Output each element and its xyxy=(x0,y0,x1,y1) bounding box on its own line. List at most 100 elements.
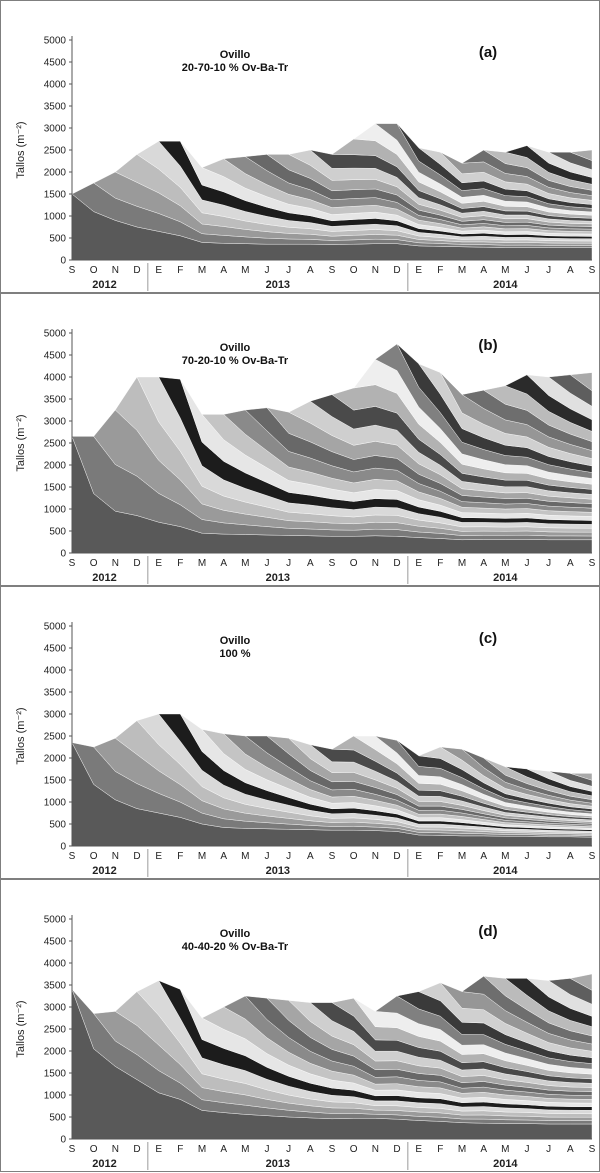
y-tick-label: 2000 xyxy=(44,461,67,472)
x-tick-label: A xyxy=(307,851,314,862)
panel-title-line1: Ovillo xyxy=(220,635,251,647)
y-tick-label: 2500 xyxy=(44,439,67,450)
area-layer xyxy=(570,773,593,781)
panel-title-line1: Ovillo xyxy=(220,49,251,61)
x-tick-label: S xyxy=(329,265,336,276)
year-label: 2013 xyxy=(266,279,290,291)
x-tick-label: A xyxy=(220,265,227,276)
chart-panel: 0 500 1000 1500 2000 2500 3000 3500 4000 4500 5000… xyxy=(0,0,600,293)
x-tick-label: M xyxy=(501,851,509,862)
y-tick-label: 4500 xyxy=(44,351,67,362)
y-tick-label: 3500 xyxy=(44,688,67,699)
x-tick-label: A xyxy=(307,265,314,276)
year-label: 2014 xyxy=(493,279,518,291)
x-tick-label: M xyxy=(198,851,206,862)
x-tick-label: O xyxy=(90,558,98,569)
x-tick-label: J xyxy=(265,851,270,862)
x-tick-label: A xyxy=(567,1144,574,1155)
x-tick-label: D xyxy=(393,1144,400,1155)
y-tick-label: 3000 xyxy=(44,710,67,721)
x-tick-label: S xyxy=(329,851,336,862)
x-tick-label: J xyxy=(525,1144,530,1155)
x-tick-label: J xyxy=(525,265,530,276)
panel-label: (b) xyxy=(478,337,497,354)
y-tick-label: 2500 xyxy=(44,146,67,157)
x-tick-label: F xyxy=(177,265,183,276)
y-tick-label: 1500 xyxy=(44,483,67,494)
x-tick-label: S xyxy=(329,1144,336,1155)
y-tick-label: 4500 xyxy=(44,937,67,948)
x-tick-label: S xyxy=(69,851,76,862)
y-tick-label: 2000 xyxy=(44,1047,67,1058)
x-tick-label: M xyxy=(198,1144,206,1155)
x-tick-label: A xyxy=(567,851,574,862)
y-tick-label: 500 xyxy=(49,820,66,831)
x-tick-label: O xyxy=(350,851,358,862)
area-layer xyxy=(548,978,593,1005)
x-tick-label: O xyxy=(90,1144,98,1155)
panel-title-line1: Ovillo xyxy=(220,342,251,354)
year-label: 2014 xyxy=(493,865,518,877)
x-tick-label: E xyxy=(415,851,422,862)
x-tick-label: M xyxy=(241,558,249,569)
y-tick-label: 1000 xyxy=(44,212,67,223)
x-tick-label: A xyxy=(220,851,227,862)
panel-title-line2: 20-70-10 % Ov-Ba-Tr xyxy=(182,62,289,74)
y-tick-label: 1500 xyxy=(44,1069,67,1080)
x-tick-label: S xyxy=(589,558,596,569)
x-tick-label: N xyxy=(372,851,379,862)
x-tick-label: M xyxy=(458,851,466,862)
x-tick-label: M xyxy=(501,1144,509,1155)
y-axis-title: Tallos (m⁻²) xyxy=(15,1000,27,1057)
x-tick-label: M xyxy=(458,1144,466,1155)
year-label: 2013 xyxy=(266,865,290,877)
x-tick-label: E xyxy=(415,1144,422,1155)
x-tick-label: D xyxy=(393,558,400,569)
panel-title-line2: 100 % xyxy=(219,648,250,660)
y-tick-label: 4000 xyxy=(44,80,67,91)
year-label: 2012 xyxy=(92,865,116,877)
y-tick-label: 3500 xyxy=(44,981,67,992)
y-tick-label: 4000 xyxy=(44,373,67,384)
year-label: 2013 xyxy=(266,1158,290,1170)
panel-label: (c) xyxy=(479,630,497,647)
x-tick-label: A xyxy=(307,558,314,569)
x-tick-label: D xyxy=(393,851,400,862)
y-tick-label: 5000 xyxy=(44,622,67,633)
x-tick-label: A xyxy=(480,558,487,569)
year-label: 2012 xyxy=(92,279,116,291)
x-tick-label: M xyxy=(198,265,206,276)
y-tick-label: 0 xyxy=(60,549,66,560)
x-tick-label: M xyxy=(458,265,466,276)
area-layer xyxy=(548,771,593,787)
x-tick-label: J xyxy=(286,558,291,569)
panel-title-line2: 70-20-10 % Ov-Ba-Tr xyxy=(182,355,289,367)
y-tick-label: 3000 xyxy=(44,124,67,135)
x-tick-label: J xyxy=(525,558,530,569)
x-tick-label: E xyxy=(155,1144,162,1155)
x-tick-label: J xyxy=(525,851,530,862)
x-tick-label: J xyxy=(286,265,291,276)
x-tick-label: E xyxy=(155,265,162,276)
y-tick-label: 4500 xyxy=(44,644,67,655)
x-tick-label: M xyxy=(198,558,206,569)
y-tick-label: 4500 xyxy=(44,58,67,69)
y-tick-label: 3000 xyxy=(44,1003,67,1014)
x-tick-label: J xyxy=(546,265,551,276)
x-tick-label: S xyxy=(589,851,596,862)
y-tick-label: 0 xyxy=(60,1135,66,1146)
x-tick-label: N xyxy=(112,265,119,276)
y-tick-label: 0 xyxy=(60,842,66,853)
area-layer xyxy=(570,149,593,161)
year-label: 2014 xyxy=(493,1158,518,1170)
y-tick-label: 3000 xyxy=(44,417,67,428)
x-tick-label: J xyxy=(286,851,291,862)
x-tick-label: J xyxy=(546,1144,551,1155)
x-tick-label: E xyxy=(155,851,162,862)
chart-panel: 0 500 1000 1500 2000 2500 3000 3500 4000 4500 5000… xyxy=(0,586,600,879)
x-tick-label: M xyxy=(501,265,509,276)
y-tick-label: 5000 xyxy=(44,915,67,926)
y-tick-label: 2000 xyxy=(44,754,67,765)
x-tick-label: N xyxy=(372,1144,379,1155)
